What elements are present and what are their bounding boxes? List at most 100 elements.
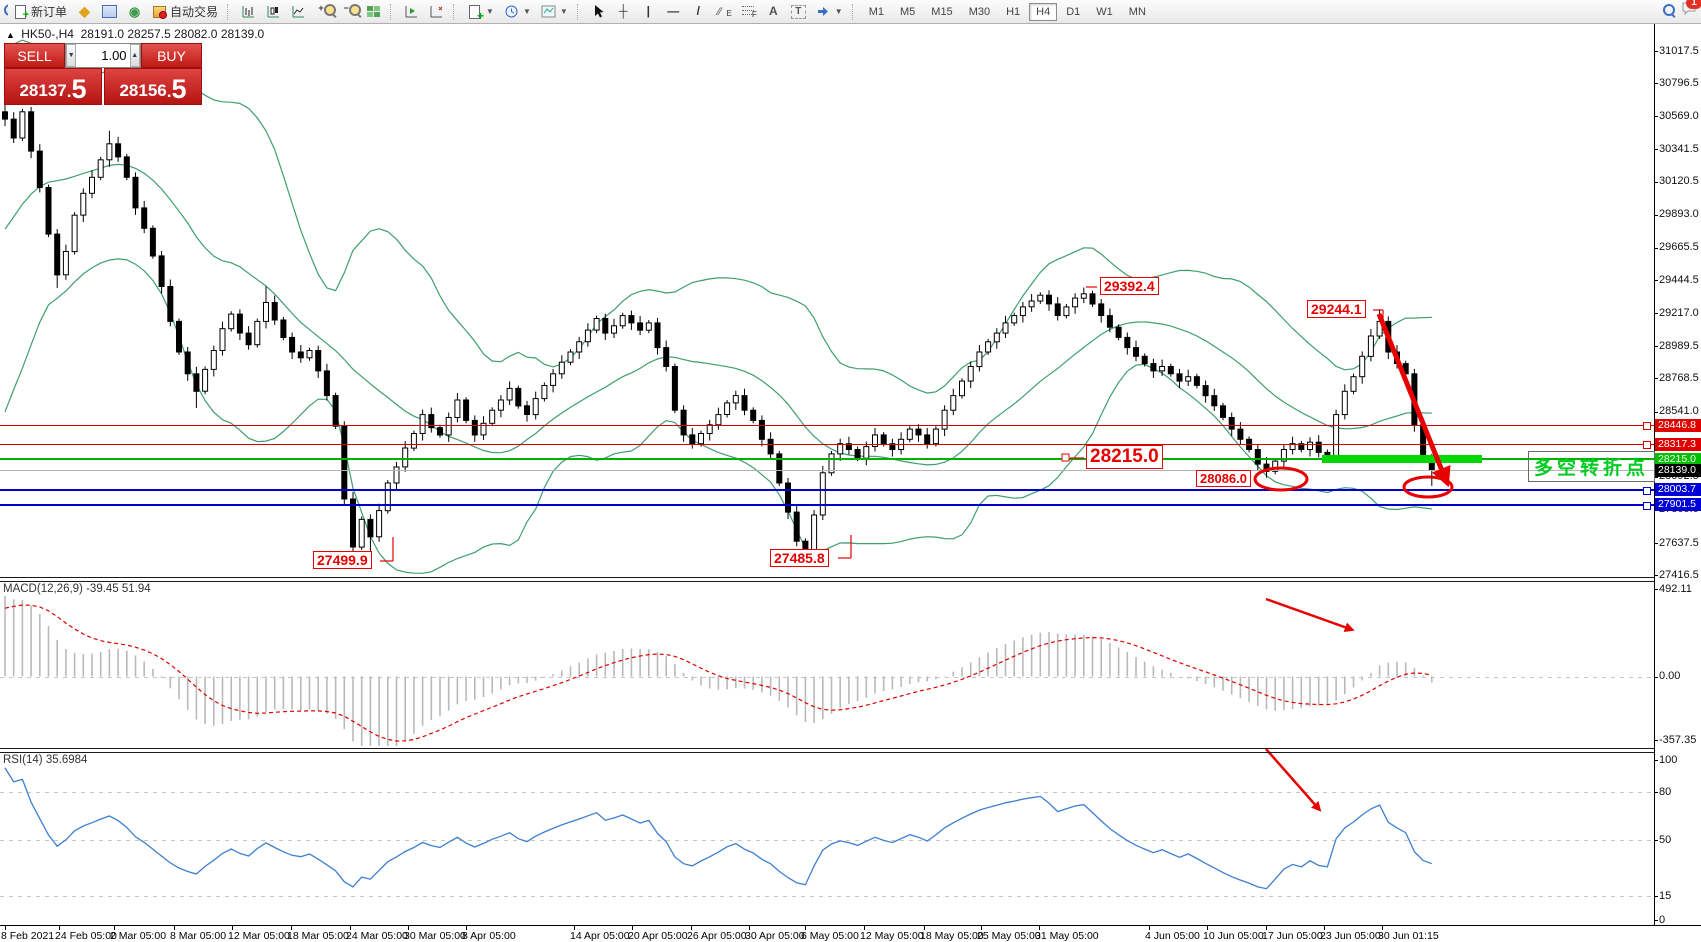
timeframe-h4[interactable]: H4 (1029, 2, 1058, 21)
time-label: 17 Jun 05:00 (1262, 930, 1323, 942)
tile-windows-icon (366, 4, 381, 19)
time-label: 8 Mar 05:00 (170, 930, 227, 942)
text-label-tool-button[interactable]: T (786, 1, 811, 23)
panel-separator[interactable] (0, 577, 1654, 578)
timeframe-d1[interactable]: D1 (1066, 5, 1081, 18)
sell-price: 28137 (19, 81, 67, 100)
price-tick (1654, 181, 1658, 183)
toolbar-separator (390, 3, 397, 20)
text-tool-button[interactable]: A (761, 1, 786, 23)
navigator-button[interactable] (97, 1, 122, 23)
price-tick-label: 28541.0 (1659, 405, 1699, 417)
clock-icon (504, 4, 519, 19)
price-annotation-box[interactable]: 28086.0 (1196, 470, 1251, 487)
price-tick (1654, 149, 1658, 151)
volume-spinner: ▼ ▲ (65, 43, 141, 68)
rsi-tick-label: 50 (1659, 833, 1672, 846)
volume-decrease-button[interactable]: ▼ (66, 44, 77, 67)
zoom-out-button[interactable]: − (336, 1, 361, 23)
macd-tick-label: 492.11 (1659, 582, 1692, 595)
price-annotation-box[interactable]: 29392.4 (1100, 277, 1159, 295)
buy-price-panel[interactable]: 28156. 5 (104, 68, 202, 105)
partial-icon (0, 4, 8, 19)
price-annotation-box[interactable]: 27499.9 (313, 551, 372, 569)
volume-input[interactable] (76, 44, 130, 67)
price-annotation-box[interactable]: 27485.8 (770, 549, 829, 567)
channel-tool-button[interactable]: ∕∕ E (711, 1, 736, 23)
timeframe-m5[interactable]: M5 (900, 5, 916, 18)
time-axis[interactable]: 8 Feb 2021 24 Feb 05:00 2 Mar 05:00 8 Mar 0… (0, 925, 1701, 942)
time-label: 24 Mar 05:00 (346, 930, 408, 942)
ohlc-close: 28139.0 (220, 27, 265, 41)
line-end-square (1643, 422, 1651, 431)
line-end-square (1643, 441, 1651, 450)
panel-separator[interactable] (0, 748, 1654, 749)
hline-tool-button[interactable]: — (661, 1, 686, 23)
channel-icon: ∕∕ E (717, 6, 732, 18)
crosshair-tool-button[interactable]: ┼ (611, 1, 636, 23)
toolbar-separator (576, 3, 584, 20)
timeframe-mn[interactable]: MN (1128, 5, 1146, 18)
buy-button[interactable]: BUY (141, 43, 202, 68)
search-icon[interactable] (1663, 4, 1675, 16)
price-line[interactable] (0, 503, 1654, 506)
dropdown-arrow-icon: ▼ (522, 7, 531, 16)
period-button[interactable]: ▼ (499, 1, 536, 23)
price-tick (1654, 247, 1658, 249)
auto-scroll-button[interactable] (424, 1, 449, 23)
timeframe-m1[interactable]: M1 (868, 5, 884, 18)
timeframe-m15[interactable]: M15 (931, 5, 953, 18)
signals-button[interactable]: ◉ (122, 1, 147, 23)
price-annotation-box[interactable]: 28215.0 (1086, 445, 1163, 469)
time-tick (114, 926, 115, 930)
price-annotation-box[interactable]: 29244.1 (1307, 300, 1366, 318)
price-line[interactable] (0, 469, 1654, 471)
new-chart-button[interactable]: + ▼ (462, 1, 499, 23)
timeframe-h1[interactable]: H1 (1006, 5, 1021, 18)
tile-windows-button[interactable] (361, 1, 386, 23)
time-label: 26 Apr 05:00 (687, 930, 747, 942)
price-tick (1654, 378, 1658, 380)
price-tick-label: 29893.0 (1659, 208, 1699, 221)
trendline-tool-button[interactable]: / (686, 1, 711, 23)
auto-trading-button[interactable]: 自动交易 (147, 1, 223, 23)
sell-price-panel[interactable]: 28137. 5 (4, 68, 102, 105)
line-chart-button[interactable] (286, 1, 311, 23)
turning-point-annotation[interactable]: 多空转折点 (1528, 451, 1656, 482)
rsi-level-line (0, 792, 1654, 793)
ohlc-open: 28191.0 (80, 27, 125, 41)
template-button[interactable]: ▼ (536, 1, 573, 23)
timeframe-m30[interactable]: M30 (968, 5, 991, 18)
time-tick (924, 926, 925, 930)
time-label: 14 Apr 05:00 (570, 930, 630, 942)
line-chart-icon (291, 4, 306, 19)
time-label: 8 Feb 2021 (1, 930, 55, 942)
new-order-button[interactable]: + 新订单 (8, 1, 72, 23)
chart-shift-button[interactable] (399, 1, 424, 23)
candlestick-chart-button[interactable] (261, 1, 286, 23)
time-label: 6 May 05:00 (801, 930, 859, 942)
trendline-icon: / (696, 4, 700, 18)
bar-chart-button[interactable] (236, 1, 261, 23)
sell-button[interactable]: SELL (4, 43, 65, 68)
market-watch-button[interactable]: ◆ (72, 1, 97, 23)
fibonacci-tool-button[interactable]: F (736, 1, 761, 23)
rsi-tick-label: 100 (1659, 753, 1678, 766)
time-tick (408, 926, 409, 930)
timeframe-w1[interactable]: W1 (1096, 5, 1113, 18)
arrows-tool-button[interactable]: ▼ (811, 1, 848, 23)
vline-tool-button[interactable]: | (636, 1, 661, 23)
price-line[interactable] (0, 488, 1654, 491)
price-tick (1654, 313, 1658, 315)
price-tick-label: 27637.5 (1659, 536, 1699, 549)
price-tick (1654, 346, 1658, 348)
price-line[interactable] (0, 424, 1654, 426)
toolbar-separator (453, 3, 460, 20)
volume-increase-button[interactable]: ▲ (129, 44, 140, 67)
cursor-tool-button[interactable] (586, 1, 611, 23)
price-line[interactable] (0, 458, 1654, 460)
auto-trading-label: 自动交易 (170, 5, 219, 19)
notifications-button[interactable]: 1 (1681, 0, 1701, 19)
zoom-in-button[interactable]: + (311, 1, 336, 23)
price-line[interactable] (0, 443, 1654, 445)
